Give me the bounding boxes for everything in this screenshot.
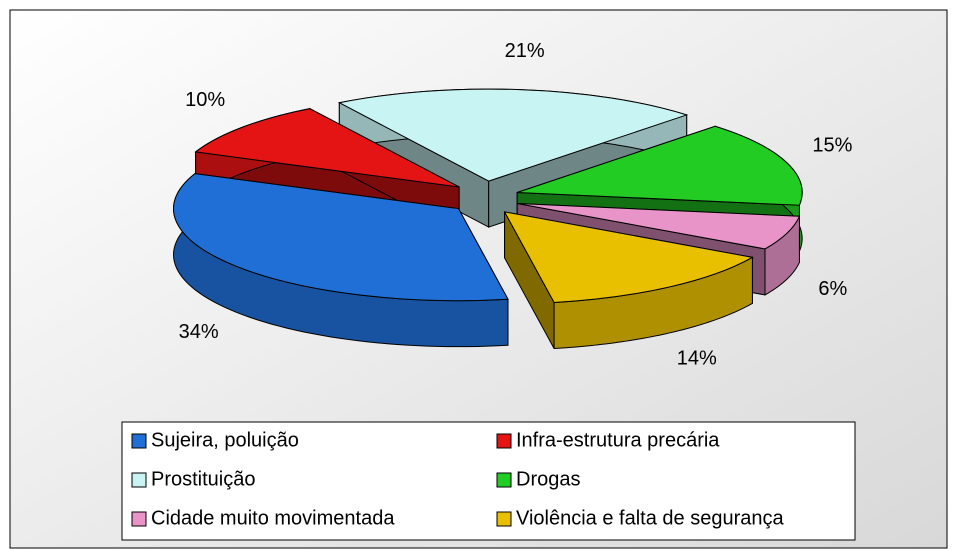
data-label: 6%: [818, 278, 847, 300]
pie: [173, 88, 803, 350]
slice: [517, 202, 801, 250]
legend-swatch: [131, 511, 147, 527]
data-label: 15%: [812, 134, 852, 156]
data-label: 34%: [179, 321, 219, 343]
legend-swatch: [496, 472, 512, 488]
slice: [503, 211, 754, 304]
data-label: 10%: [185, 89, 225, 111]
slice: [194, 108, 460, 188]
legend-label: Cidade muito movimentada: [151, 507, 395, 529]
legend-swatch: [131, 433, 147, 449]
legend-swatch: [496, 433, 512, 449]
legend-swatch: [496, 511, 512, 527]
legend-swatch: [131, 472, 147, 488]
slice: [173, 173, 509, 302]
legend-label: Violência e falta de segurança: [516, 507, 784, 529]
slice: [337, 88, 689, 182]
legend-label: Drogas: [516, 468, 580, 490]
legend-label: Infra-estrutura precária: [516, 429, 720, 451]
legend: [121, 421, 856, 541]
slice: [516, 125, 803, 206]
legend-label: Prostituição: [151, 468, 256, 490]
data-label: 14%: [677, 348, 717, 370]
legend-label: Sujeira, poluição: [151, 429, 299, 451]
data-label: 21%: [505, 40, 545, 62]
